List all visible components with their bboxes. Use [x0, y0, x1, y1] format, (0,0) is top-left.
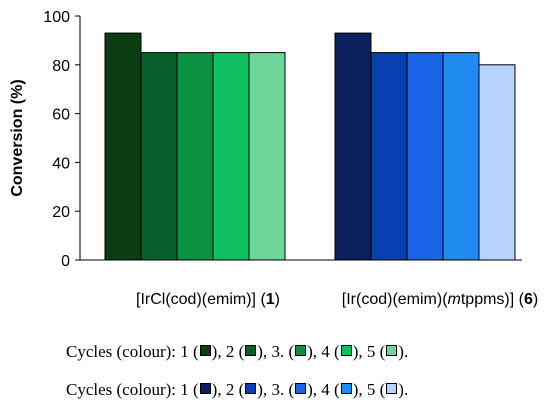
- colour-swatch: [199, 383, 211, 394]
- caption-cycle-number: 2 (: [225, 380, 245, 399]
- bar-group1-cycle3: [176, 52, 214, 261]
- bar-group2-cycle3: [406, 52, 444, 261]
- bar-group2-cycle5: [478, 64, 516, 261]
- bar-group2-cycle1: [334, 32, 372, 261]
- colour-swatch: [295, 383, 307, 394]
- bar-group2-cycle4: [442, 52, 480, 261]
- colour-swatch: [386, 383, 398, 394]
- caption-separator: ),: [211, 342, 226, 361]
- caption-cycle-number: 5 (: [366, 380, 386, 399]
- caption-cycle-number: 3. (: [271, 342, 295, 361]
- caption-cycle-number: 1 (: [180, 380, 199, 399]
- caption-cycle-number: 5 (: [366, 342, 386, 361]
- caption-separator: ),: [352, 380, 367, 399]
- caption-cycle-number: 4 (: [321, 380, 340, 399]
- bar-group1-cycle1: [104, 32, 142, 261]
- bars: [104, 32, 516, 261]
- caption-cycle-number: 2 (: [225, 342, 245, 361]
- caption-line-2: Cycles (colour): 1 (), 2 (), 3. (), 4 ()…: [66, 380, 408, 400]
- colour-swatch: [245, 383, 257, 394]
- category-label-1: [IrCl(cod)(emim)] (1): [136, 291, 280, 308]
- bar-group1-cycle2: [140, 52, 178, 261]
- caption-prefix: Cycles (colour):: [66, 380, 181, 399]
- y-tick-label: 100: [43, 9, 70, 26]
- bar-group2-cycle2: [370, 52, 408, 261]
- caption-prefix: Cycles (colour):: [66, 342, 181, 361]
- caption-separator: ),: [257, 342, 272, 361]
- y-tick-label: 20: [52, 204, 70, 221]
- bar-chart: 0 20 40 60 80 100 Conversion (%) [IrCl(cod)(e…: [9, 9, 538, 308]
- caption-separator: ),: [257, 380, 272, 399]
- caption-separator: ),: [352, 342, 367, 361]
- colour-swatch: [199, 345, 211, 356]
- bar-group1-cycle5: [248, 52, 286, 261]
- caption-line-1: Cycles (colour): 1 (), 2 (), 3. (), 4 ()…: [66, 342, 408, 362]
- caption-separator: ),: [307, 342, 322, 361]
- caption-separator: ).: [398, 342, 409, 361]
- caption-cycle-number: 1 (: [180, 342, 199, 361]
- caption-cycle-number: 4 (: [321, 342, 340, 361]
- caption-separator: ),: [211, 380, 226, 399]
- category-labels: [IrCl(cod)(emim)] (1) [Ir(cod)(emim)(mtpp…: [136, 291, 538, 308]
- colour-swatch: [295, 345, 307, 356]
- y-axis-label: Conversion (%): [9, 79, 26, 196]
- caption-separator: ),: [307, 380, 322, 399]
- y-tick-label: 80: [52, 58, 70, 75]
- y-tick-label: 60: [52, 107, 70, 124]
- colour-swatch: [386, 345, 398, 356]
- caption-cycle-number: 3. (: [271, 380, 295, 399]
- y-tick-label: 0: [61, 253, 70, 270]
- bar-group1-cycle4: [212, 52, 250, 261]
- caption-separator: ).: [398, 380, 409, 399]
- colour-swatch: [340, 383, 352, 394]
- y-tick-label: 40: [52, 155, 70, 172]
- colour-swatch: [340, 345, 352, 356]
- category-label-2: [Ir(cod)(emim)(mtppms)] (6): [342, 291, 538, 308]
- colour-swatch: [245, 345, 257, 356]
